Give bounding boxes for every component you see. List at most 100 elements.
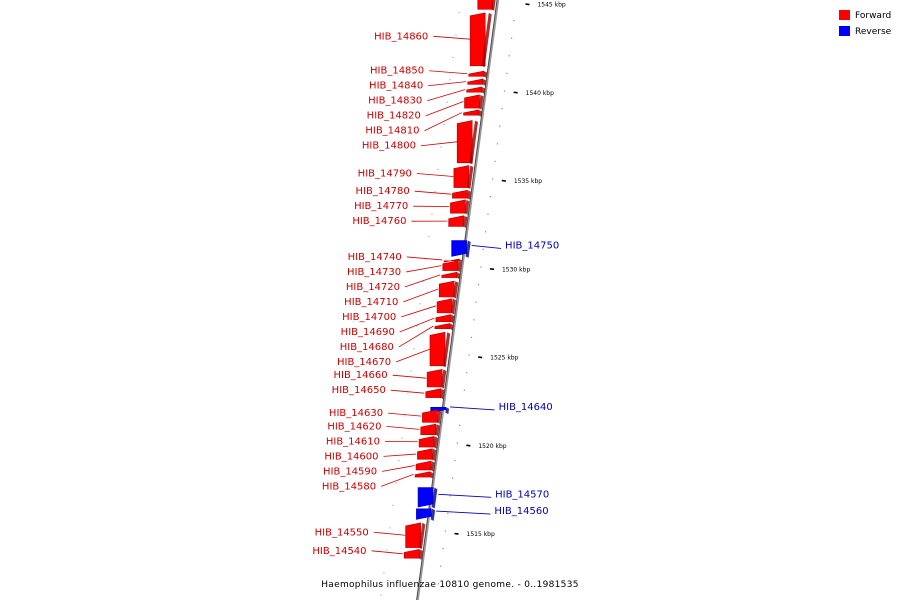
bg-dot [389,527,391,529]
gene-body [452,189,468,199]
gene-body [405,522,421,548]
kbp-tick-mark [478,356,483,359]
gene-side [481,86,485,94]
gene-label-leader [371,550,403,555]
bg-dot [506,72,508,74]
gene-label: HIB_14700 [342,312,396,323]
bg-dot [443,124,445,126]
gene-label-leader [416,173,454,177]
gene-body [469,12,486,67]
legend-item-reverse[interactable]: Reverse [839,26,892,37]
bg-dot [380,594,382,596]
gene-side [451,298,457,315]
gene-side [440,388,445,400]
gene-hib-14580 [414,471,434,479]
gene-hib-14610 [418,436,438,449]
kbp-tick-label: 1545 kbp [537,2,565,9]
bg-dot [492,178,494,180]
bg-dot [447,512,449,514]
background-tick-dots [380,12,515,596]
gene-label-leader [398,325,434,348]
gene-hib-14600 [417,448,437,461]
gene-body [464,94,480,109]
gene-body [463,109,479,116]
gene-hib-14840 [467,78,487,86]
gene-hib-14550 [405,522,426,550]
bg-dot [431,213,433,215]
bg-dot [413,348,415,350]
gene-label: HIB_14590 [323,466,377,477]
gene-side [442,332,451,368]
gene-body [420,423,437,435]
gene-hib-14630 [422,409,442,424]
gene-side [483,71,488,78]
gene-hib-14540 [403,549,423,560]
gene-hib-14810 [463,109,482,117]
gene-body [417,487,434,508]
gene-side [491,0,496,11]
gene-label: HIB_14550 [315,527,369,538]
gene-body [453,165,470,188]
bg-dot [425,258,427,260]
gene-hib-14770 [450,199,470,215]
gene-label-leader [425,101,464,117]
gene-label: HIB_14570 [495,489,549,500]
gene-side [431,487,438,509]
gene-label-leader [399,317,435,333]
gene-hib-14800 [456,120,479,165]
gene-body [467,78,484,85]
bg-dot [475,301,477,303]
gene-label: HIB_14620 [327,421,381,432]
gene-label-leader [382,465,415,472]
bg-dot [468,354,470,356]
bg-dot [470,336,473,338]
gene-label-leader [406,265,442,273]
gene-hib-14590 [415,460,435,472]
bg-dot [482,248,484,250]
gene-side [457,260,462,273]
gene-label: HIB_14820 [367,111,421,122]
bg-dot [513,20,515,22]
gene-label: HIB_14830 [368,96,422,107]
gene-body [477,0,494,10]
bg-dot [485,231,487,233]
bg-dot [410,370,412,372]
gene-label-leader [390,389,425,394]
gene-label: HIB_14600 [324,451,378,462]
gene-hib-14750 [451,240,471,258]
gene-hib-14830 [466,86,485,94]
gene-side [445,407,450,415]
gene-label-leader [427,89,466,102]
gene-body [414,471,431,478]
gene-side [429,471,434,479]
gene-label: HIB_14810 [365,126,419,137]
gene-hib-14730 [442,260,462,273]
bg-dot [434,191,436,193]
gene-label: HIB_14750 [505,240,559,251]
bg-dot [419,303,421,305]
bg-dot [395,482,397,484]
legend-label-reverse: Reverse [855,27,892,37]
bg-dot [444,530,447,532]
gene-side [467,165,474,190]
gene-label-leader [438,493,492,498]
gene-label: HIB_14740 [348,252,402,263]
kbp-tick-label: 1515 kbp [467,531,495,538]
gene-label-leader [420,141,459,147]
gene-side [478,94,484,110]
gene-side [464,199,470,215]
gene-side [433,436,438,449]
gene-label-leader [414,190,452,195]
gene-body [425,388,442,398]
gene-hib-14680 [434,323,454,331]
gene-body [441,271,458,278]
gene-label-leader [403,288,439,303]
gene-side [458,259,463,263]
gene-side [481,12,492,68]
gene-hib-14860 [469,12,492,68]
legend-item-forward[interactable]: Forward [839,10,891,21]
gene-hib-14700 [436,298,457,315]
bg-dot [428,236,430,238]
gene-body [422,409,438,423]
gene-label-leader [401,305,437,318]
